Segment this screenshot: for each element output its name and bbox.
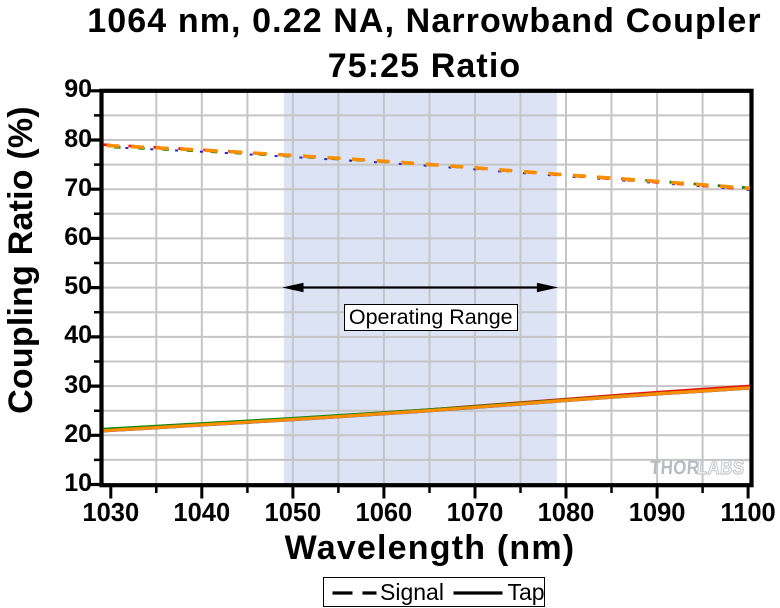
svg-text:THOR: THOR xyxy=(649,456,700,478)
svg-text:LABS: LABS xyxy=(696,456,745,478)
